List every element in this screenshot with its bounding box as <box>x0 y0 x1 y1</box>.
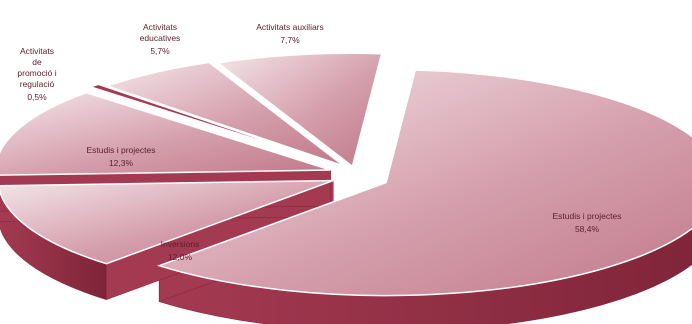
pie-slice <box>156 69 692 297</box>
pie-slice <box>215 52 383 168</box>
slice-value-label: 12,3% <box>109 158 134 168</box>
slice-label: Estudis i projectes <box>553 211 622 221</box>
slice-value-label: 12,0% <box>168 252 193 262</box>
pie-slice <box>0 91 331 176</box>
pie-tops <box>0 52 692 297</box>
pie-slice <box>104 61 345 167</box>
slice-label: de <box>32 57 42 67</box>
slice-label: Activitats <box>143 22 177 32</box>
slice-label: Inversions <box>161 239 200 249</box>
pie-slice <box>0 179 334 265</box>
slice-value-label: 58,4% <box>575 224 600 234</box>
slice-label: Activitats auxiliars <box>256 22 324 32</box>
slice-label: promoció i <box>17 68 56 78</box>
slice-label: Activitats <box>20 46 54 56</box>
slice-value-label: 0,5% <box>27 92 47 102</box>
slice-label: Estudis i projectes <box>87 145 156 155</box>
slice-value-label: 5,7% <box>150 46 170 56</box>
slice-label: educatives <box>140 33 181 43</box>
pie-labels: Estudis i projectes 58,4% Inversions 12,0% E… <box>17 22 621 262</box>
slice-value-label: 7,7% <box>280 35 300 45</box>
pie-slice <box>88 83 336 165</box>
slice-label: regulació <box>20 79 55 89</box>
